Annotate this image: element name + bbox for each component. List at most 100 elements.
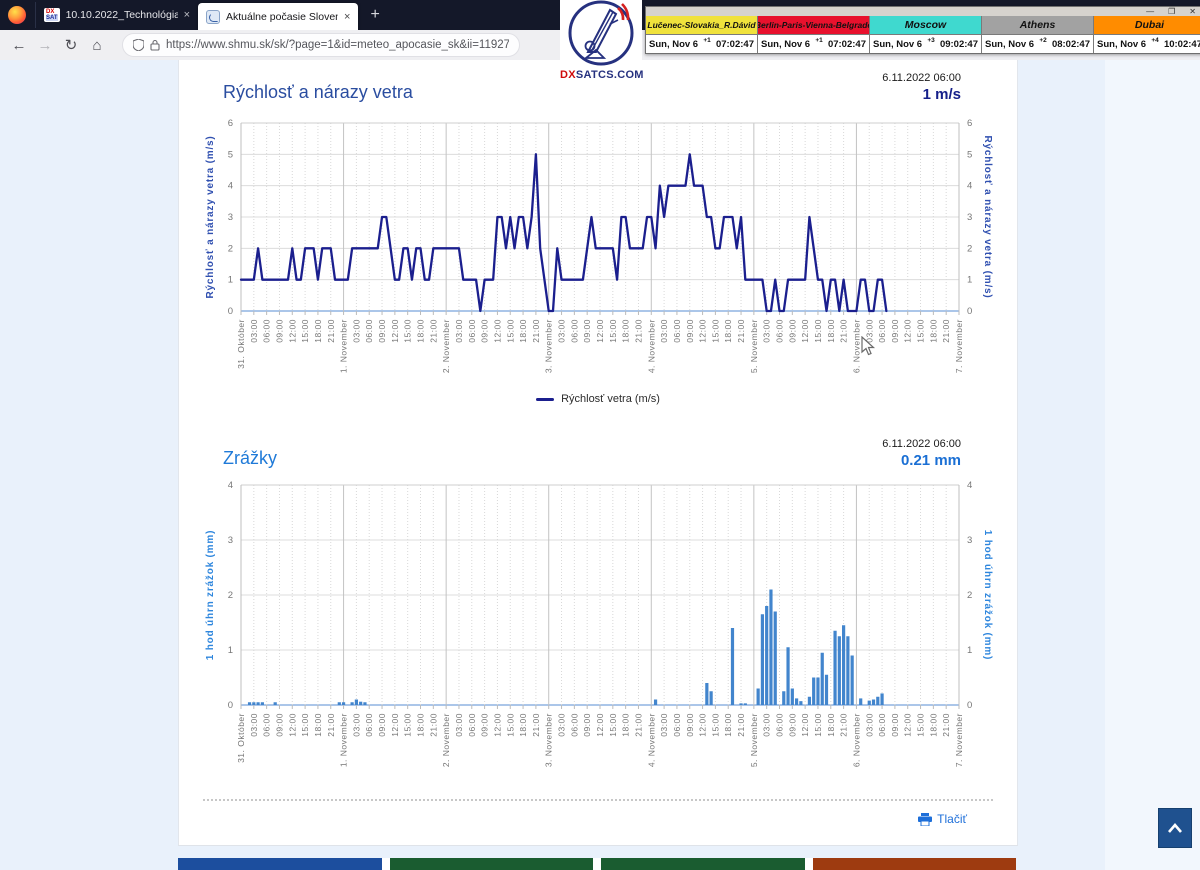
clock-city-label: Moscow xyxy=(870,16,981,35)
precip-bar xyxy=(790,688,794,705)
clock-date: Sun, Nov 6 xyxy=(985,38,1035,50)
legend-line-swatch xyxy=(536,397,555,401)
x-tick-label: 12:00 xyxy=(287,713,297,737)
shield-icon[interactable] xyxy=(133,39,144,51)
x-tick-label: 6. November xyxy=(851,319,861,373)
dxsatcs-logo[interactable]: DXSATCS.COM xyxy=(560,0,644,82)
x-tick-label: 21:00 xyxy=(428,713,438,737)
x-tick-label: 12:00 xyxy=(595,319,605,343)
precip-bar xyxy=(765,606,769,705)
footer-tile[interactable] xyxy=(389,858,593,870)
clock-titlebar: — ❐ ✕ xyxy=(646,7,1200,16)
url-bar[interactable]: https://www.shmu.sk/sk/?page=1&id=meteo_… xyxy=(122,33,520,57)
y-tick-label: 5 xyxy=(967,149,972,160)
precip-bar xyxy=(653,699,658,705)
x-tick-label: 7. November xyxy=(954,713,964,767)
x-tick-label: 06:00 xyxy=(877,713,887,737)
y-tick-label: 4 xyxy=(228,480,233,491)
y-tick-label: 2 xyxy=(228,590,233,601)
tab-weather[interactable]: Aktuálne počasie Slovensko - tabu × xyxy=(198,3,359,30)
forward-icon[interactable]: → xyxy=(37,36,53,54)
maximize-icon[interactable]: ❐ xyxy=(1168,6,1176,16)
legend-label: Rýchlosť vetra (m/s) xyxy=(561,393,660,405)
close-icon[interactable]: ✕ xyxy=(1189,6,1196,16)
back-icon[interactable]: ← xyxy=(11,36,27,54)
print-button[interactable]: Tlačiť xyxy=(918,812,967,826)
new-tab-button[interactable]: + xyxy=(370,6,380,23)
x-tick-label: 4. November xyxy=(646,713,656,767)
minimize-icon[interactable]: — xyxy=(1146,6,1155,16)
weather-charts-card: Rýchlosť a nárazy vetra 6.11.2022 06:00 … xyxy=(178,60,1018,846)
scroll-to-top-button[interactable] xyxy=(1158,808,1192,848)
x-tick-label: 06:00 xyxy=(877,319,887,343)
x-tick-label: 06:00 xyxy=(364,713,374,737)
y-tick-label: 1 xyxy=(228,275,233,286)
precip-bar xyxy=(359,701,363,705)
footer-tile[interactable] xyxy=(178,858,382,870)
wind-speed-line xyxy=(239,153,888,313)
x-tick-label: 21:00 xyxy=(736,319,746,343)
tab-close-icon[interactable]: × xyxy=(344,10,351,23)
y-tick-label: 0 xyxy=(228,306,233,317)
x-tick-label: 12:00 xyxy=(390,319,400,343)
x-tick-label: 18:00 xyxy=(723,713,733,737)
wind-chart-header: 6.11.2022 06:00 1 m/s xyxy=(882,72,961,103)
y-tick-label: 0 xyxy=(967,700,972,711)
precip-bar xyxy=(880,693,884,705)
x-tick-label: 12:00 xyxy=(492,319,502,343)
x-tick-label: 12:00 xyxy=(800,319,810,343)
x-tick-label: 3. November xyxy=(544,319,554,373)
tab-title: 10.10.2022_Technológia DVB-S2/M xyxy=(65,9,178,21)
x-tick-label: 09:00 xyxy=(890,713,900,737)
precip-bar xyxy=(739,703,743,705)
x-tick-label: 03:00 xyxy=(659,319,669,343)
x-tick-label: 03:00 xyxy=(557,713,567,737)
x-tick-label: 18:00 xyxy=(826,319,836,343)
clock-date: Sun, Nov 6 xyxy=(761,38,811,50)
y-tick-label: 1 xyxy=(228,645,233,656)
home-icon[interactable]: ⌂ xyxy=(92,36,102,54)
x-tick-label: 12:00 xyxy=(903,319,913,343)
x-tick-label: 18:00 xyxy=(723,319,733,343)
clock-city-label: Berlin-Paris-Vienna-Belgrade xyxy=(758,16,869,35)
clock-date: Sun, Nov 6 xyxy=(873,38,923,50)
precip-bar xyxy=(842,625,846,705)
wind-current-value: 1 m/s xyxy=(922,86,961,103)
footer-tile[interactable] xyxy=(812,858,1016,870)
y-axis-title-left: 1 hod úhrn zrážok (mm) xyxy=(205,530,216,660)
y-axis-title-right: Rýchlosť a nárazy vetra (m/s) xyxy=(982,135,993,298)
x-tick-label: 31. Október xyxy=(236,713,246,763)
footer-tile[interactable] xyxy=(601,858,805,870)
firefox-icon[interactable] xyxy=(8,6,26,24)
shmu-favicon xyxy=(206,9,220,24)
x-tick-label: 6. November xyxy=(851,713,861,767)
x-tick-label: 5. November xyxy=(749,713,759,767)
x-tick-label: 03:00 xyxy=(864,319,874,343)
precip-bar xyxy=(833,630,837,705)
x-tick-label: 18:00 xyxy=(313,319,323,343)
print-label: Tlačiť xyxy=(937,812,967,826)
x-tick-label: 12:00 xyxy=(492,713,502,737)
clock-offset: +1 xyxy=(815,36,823,44)
precip-bar xyxy=(252,702,256,705)
x-tick-label: 21:00 xyxy=(326,713,336,737)
x-tick-label: 12:00 xyxy=(800,713,810,737)
x-tick-label: 15:00 xyxy=(813,713,823,737)
x-tick-label: 12:00 xyxy=(903,713,913,737)
x-tick-label: 15:00 xyxy=(608,713,618,737)
x-tick-label: 15:00 xyxy=(710,713,720,737)
x-tick-label: 2. November xyxy=(441,319,451,373)
reload-icon[interactable]: ↻ xyxy=(64,37,78,54)
x-tick-label: 06:00 xyxy=(262,713,272,737)
y-tick-label: 0 xyxy=(228,700,233,711)
x-tick-label: 21:00 xyxy=(326,319,336,343)
y-tick-label: 4 xyxy=(967,480,972,491)
logo-text: DXSATCS.COM xyxy=(560,69,644,81)
x-tick-label: 18:00 xyxy=(928,319,938,343)
x-tick-label: 18:00 xyxy=(621,713,631,737)
clock-offset: +2 xyxy=(1039,36,1047,44)
precip-bar xyxy=(807,696,812,705)
tab-dvbs2[interactable]: DXSAT 10.10.2022_Technológia DVB-S2/M × xyxy=(35,2,198,28)
clock-time: 09:02:47 xyxy=(939,38,978,50)
tab-close-icon[interactable]: × xyxy=(183,9,190,21)
